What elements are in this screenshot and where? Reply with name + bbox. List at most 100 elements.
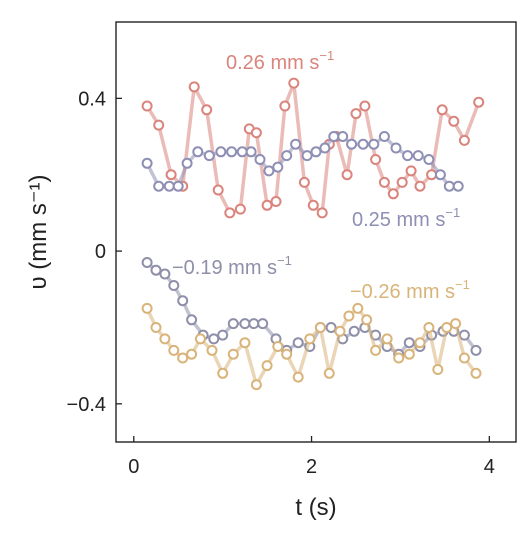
data-point <box>470 344 482 356</box>
series-label: −0.26 mm s−1 <box>350 277 470 303</box>
y-tick-label: 0.4 <box>78 88 106 110</box>
series-layer <box>141 77 485 391</box>
series-1 <box>141 131 464 192</box>
data-point <box>227 318 239 330</box>
series-label: 0.26 mm s−1 <box>226 48 334 74</box>
x-tick-label: 0 <box>128 456 139 478</box>
data-point <box>257 318 269 330</box>
series-label-exponent: −1 <box>445 205 460 220</box>
data-point <box>341 169 353 181</box>
series-labels: 0.26 mm s−10.25 mm s−1−0.19 mm s−1−0.26 … <box>172 48 470 303</box>
series-label-text: 0.26 mm s <box>226 52 319 74</box>
data-point <box>298 176 310 188</box>
data-point <box>234 203 246 215</box>
plot-frame <box>115 21 517 443</box>
data-point <box>239 337 251 349</box>
data-point <box>261 199 273 211</box>
data-point <box>288 77 300 89</box>
data-point <box>153 119 165 131</box>
data-point <box>361 314 373 326</box>
data-point <box>432 364 444 375</box>
data-point <box>245 146 257 158</box>
data-point <box>215 146 227 158</box>
data-point <box>270 196 282 207</box>
series-label-exponent: −1 <box>319 48 334 63</box>
data-point <box>310 146 322 158</box>
series-2 <box>141 257 482 360</box>
data-point <box>141 157 153 169</box>
data-point <box>217 329 229 341</box>
data-point <box>423 322 435 333</box>
data-point <box>443 180 455 192</box>
data-point <box>458 352 470 364</box>
data-point <box>319 142 331 154</box>
data-point <box>248 318 260 330</box>
data-point <box>188 81 200 93</box>
data-point <box>434 169 446 181</box>
x-axis-label: t (s) <box>295 494 336 521</box>
data-point <box>150 322 162 333</box>
data-point <box>441 322 453 333</box>
data-point <box>352 302 364 314</box>
data-point <box>378 131 390 142</box>
data-point <box>325 322 337 333</box>
data-point <box>381 333 393 345</box>
data-point <box>412 150 424 162</box>
data-point <box>346 138 358 150</box>
data-point <box>387 188 399 200</box>
data-point <box>343 310 355 322</box>
data-point <box>370 344 382 356</box>
data-point <box>414 180 426 192</box>
data-point <box>304 333 316 345</box>
data-point <box>357 138 369 150</box>
y-tick-label: −0.4 <box>67 394 106 416</box>
data-point <box>334 325 346 337</box>
data-point <box>172 180 184 192</box>
series-label-text: −0.26 mm s <box>350 281 455 303</box>
data-point <box>153 180 165 192</box>
data-point <box>181 157 193 169</box>
data-point <box>281 150 293 162</box>
data-point <box>201 104 213 116</box>
data-point <box>186 348 198 360</box>
data-point <box>272 341 284 352</box>
y-tick-label: 0 <box>95 241 106 263</box>
data-point <box>177 295 189 307</box>
x-tick-label: 2 <box>306 456 317 478</box>
data-point <box>292 337 304 349</box>
data-point <box>405 165 417 177</box>
data-point <box>426 169 438 181</box>
data-point <box>163 180 175 192</box>
data-point <box>263 165 275 177</box>
data-point <box>337 131 349 142</box>
data-point <box>141 257 153 268</box>
data-point <box>290 138 302 150</box>
data-point <box>452 180 464 192</box>
data-point <box>470 367 482 379</box>
data-point <box>368 138 380 150</box>
series-label-exponent: −1 <box>277 253 292 268</box>
data-point <box>208 333 220 345</box>
data-point <box>403 348 415 360</box>
data-point <box>224 207 236 219</box>
y-axis-label: υ (mm s⁻¹) <box>25 174 52 289</box>
data-point <box>359 100 371 112</box>
data-point <box>323 367 335 379</box>
series-line <box>145 306 478 387</box>
data-point <box>206 344 218 356</box>
data-point <box>168 280 180 291</box>
data-point <box>458 329 470 341</box>
data-point <box>301 150 313 162</box>
data-point <box>192 146 204 158</box>
data-point <box>436 104 448 116</box>
data-point <box>403 337 415 349</box>
data-point <box>370 154 382 165</box>
data-point <box>350 108 362 120</box>
data-point <box>458 134 470 146</box>
data-point <box>328 131 340 142</box>
data-point <box>448 115 460 127</box>
data-point <box>239 318 251 330</box>
data-point <box>141 302 153 314</box>
series-label-exponent: −1 <box>455 277 470 292</box>
data-point <box>177 352 189 364</box>
